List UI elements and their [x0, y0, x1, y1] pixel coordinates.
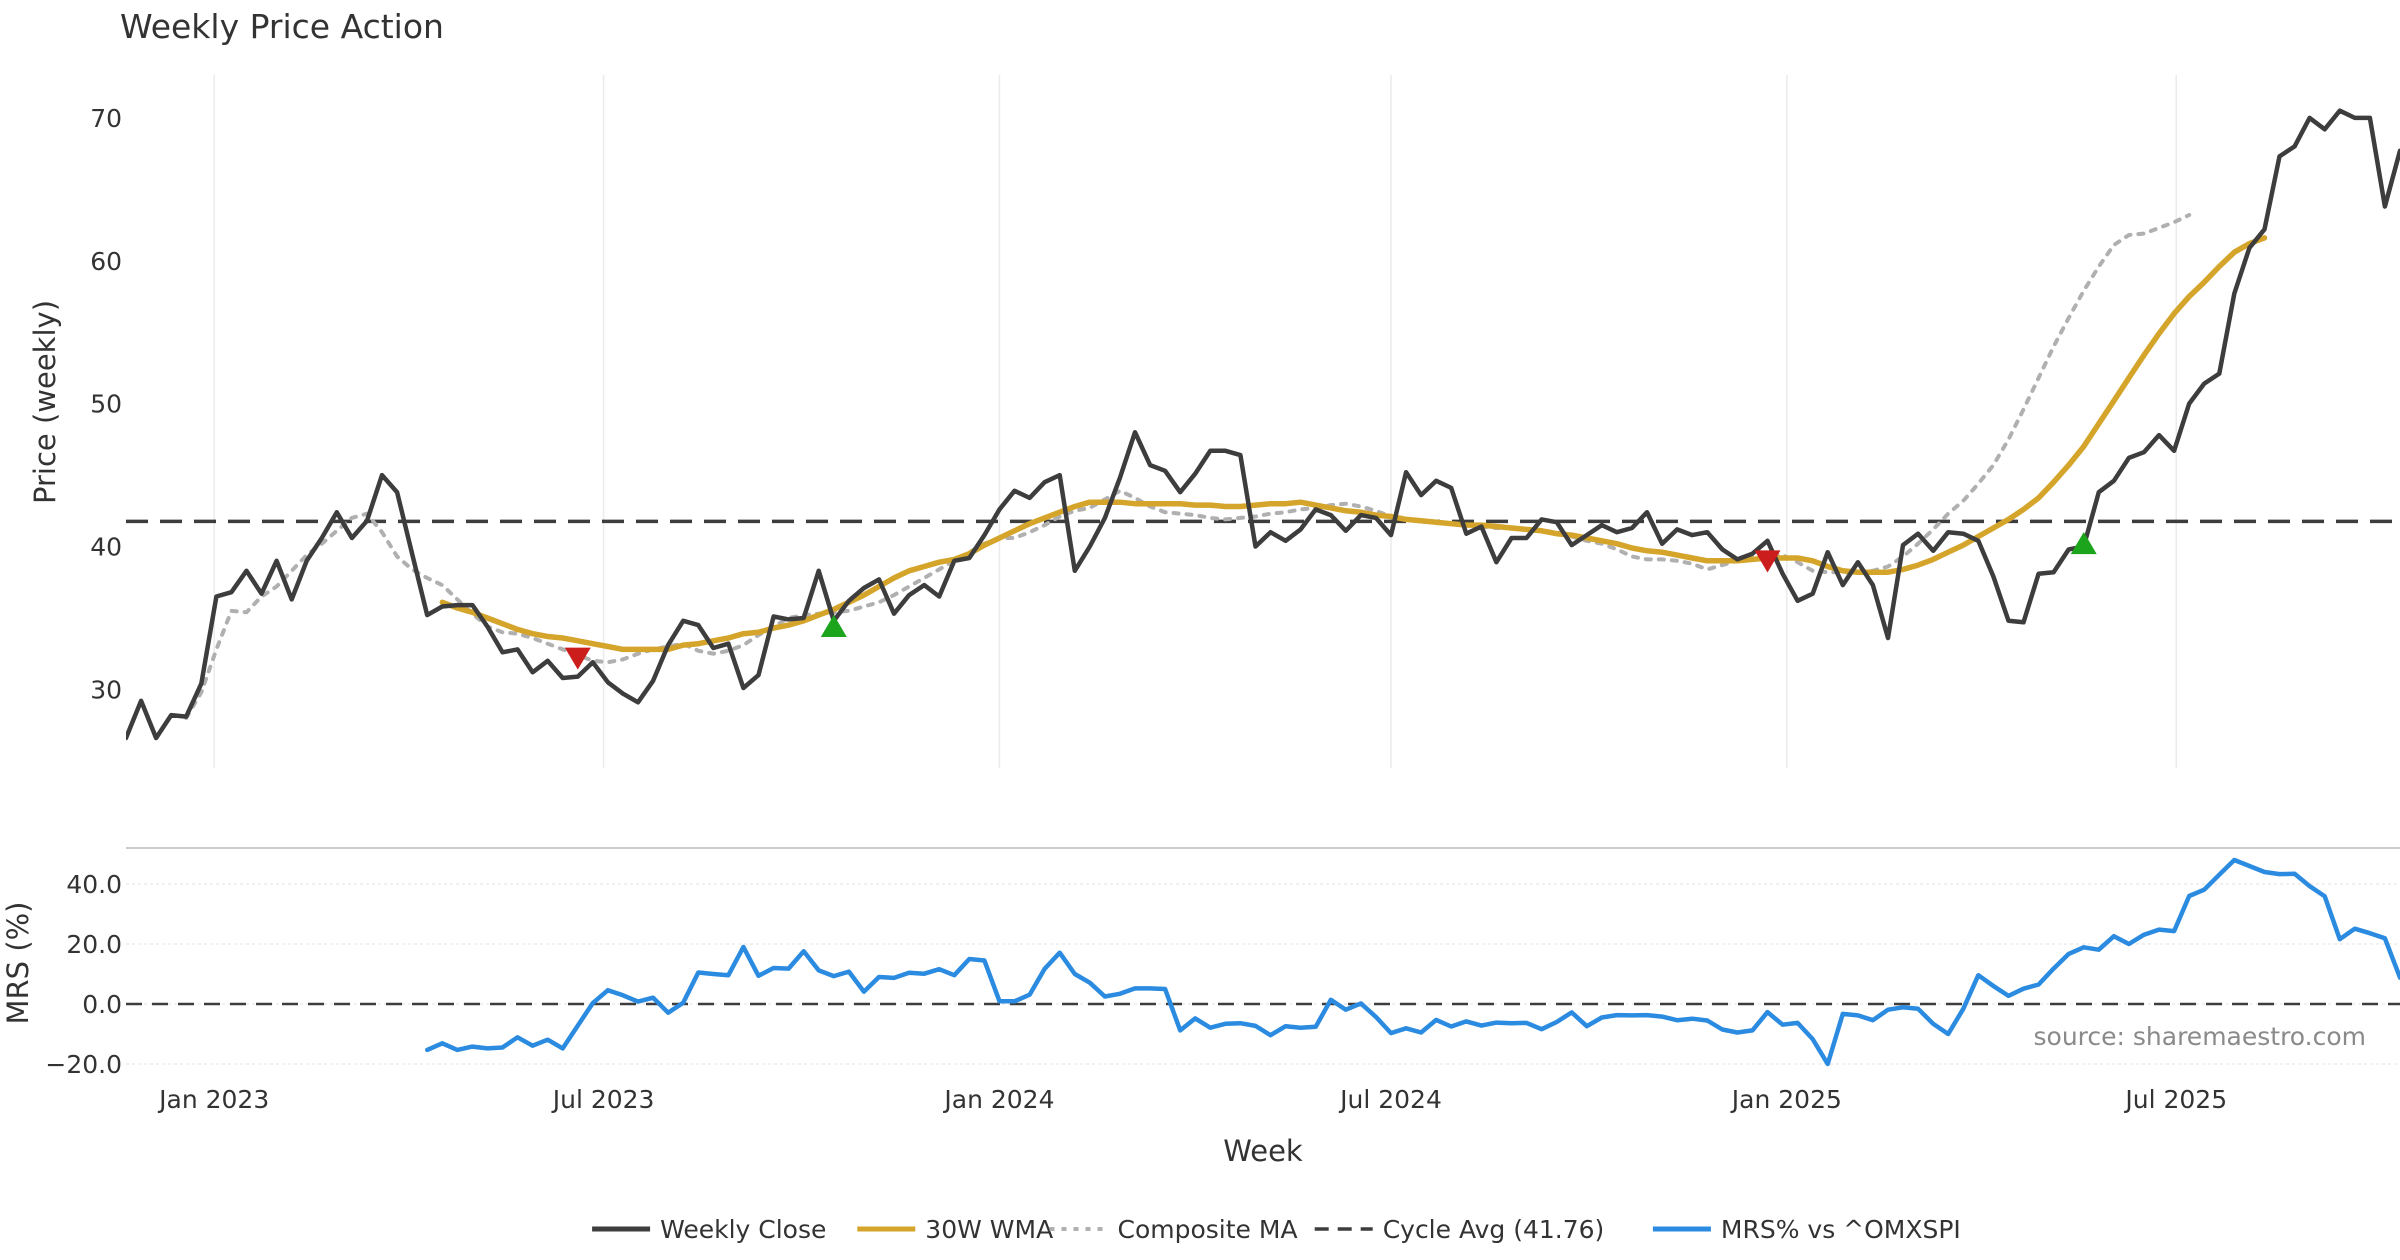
x-tick-label: Jan 2025	[1730, 1085, 1842, 1114]
buy-signal-marker	[2070, 531, 2097, 555]
mrs-y-tick-label: 20.0	[66, 930, 122, 959]
sell-signal-marker	[564, 647, 591, 670]
x-tick-label: Jul 2024	[1338, 1085, 1442, 1114]
x-axis-label: Week	[1223, 1134, 1303, 1168]
price-y-tick-label: 30	[90, 675, 122, 704]
weekly-close-line	[126, 108, 2400, 741]
mrs-line	[424, 857, 2400, 1067]
price-series-group	[126, 108, 2400, 741]
x-axis-ticks: Jan 2023 Jul 2023 Jan 2024 Jul 2024 Jan 2025…	[157, 1085, 2227, 1114]
chart-title: Weekly Price Action	[120, 7, 444, 46]
x-tick-label: Jan 2024	[942, 1085, 1054, 1114]
legend-label: 30W WMA	[925, 1215, 1053, 1244]
signal-markers	[564, 531, 2097, 670]
price-axis-label: Price (weekly)	[28, 300, 62, 504]
price-y-tick-label: 50	[90, 390, 122, 419]
legend-label: Cycle Avg (41.76)	[1383, 1215, 1605, 1244]
x-tick-label: Jul 2025	[2123, 1085, 2227, 1114]
source-annotation: source: sharemaestro.com	[2034, 1022, 2367, 1051]
buy-signal-marker	[820, 614, 847, 637]
mrs-y-ticks: −20.0 0.0 20.0 40.0	[45, 870, 122, 1079]
price-y-tick-label: 60	[90, 247, 122, 276]
legend-label: MRS% vs ^OMXSPI	[1721, 1215, 1961, 1244]
x-tick-label: Jan 2023	[157, 1085, 269, 1114]
price-y-ticks: 30 40 50 60 70	[90, 104, 122, 705]
price-gridlines	[213, 75, 2178, 768]
mrs-y-tick-label: 40.0	[66, 870, 122, 899]
x-tick-label: Jul 2023	[551, 1085, 655, 1114]
legend-label: Weekly Close	[660, 1215, 826, 1244]
mrs-y-tick-label: 0.0	[82, 990, 122, 1019]
chart-legend: Weekly Close 30W WMA Composite MA Cycle Avg…	[592, 1215, 1961, 1244]
composite-ma-line	[184, 213, 2192, 720]
mrs-axis-label: MRS (%)	[1, 902, 35, 1025]
legend-label: Composite MA	[1118, 1215, 1298, 1244]
wma-30w-line	[439, 235, 2268, 653]
sell-signal-marker	[1754, 550, 1781, 573]
mrs-y-tick-label: −20.0	[45, 1050, 122, 1079]
mrs-series-group	[424, 857, 2400, 1067]
price-y-tick-label: 40	[90, 533, 122, 562]
price-y-tick-label: 70	[90, 104, 122, 133]
